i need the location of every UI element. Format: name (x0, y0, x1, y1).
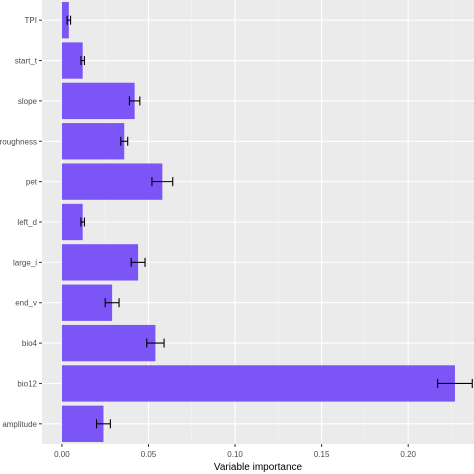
bar-bio12 (61, 365, 455, 402)
y-tick-label: slope (18, 97, 38, 106)
y-tick-label: amplitude (2, 420, 37, 429)
bar-slope (61, 82, 135, 120)
y-tick-label: end_v (15, 299, 37, 308)
error-bar-amplitude (95, 419, 111, 429)
bar-large_i (61, 244, 139, 281)
x-axis: 0.00 0.05 0.10 0.15 0.20 (54, 444, 417, 459)
y-tick-label: roughness (0, 137, 37, 146)
x-tick-label: 0.10 (227, 450, 243, 459)
y-tick-label: large_i (13, 258, 37, 267)
y-tick-label: TPI (25, 16, 37, 25)
error-bar-TPI (66, 15, 72, 25)
x-axis-title: Variable importance (214, 462, 303, 473)
error-bar-slope (128, 96, 141, 106)
error-bar-left_d (80, 217, 85, 227)
error-bar-end_v (104, 298, 120, 308)
bars (61, 2, 455, 442)
y-tick-label: bio4 (22, 339, 38, 348)
bar-pet (61, 163, 163, 200)
x-tick-label: 0.15 (314, 450, 330, 459)
bar-left_d (61, 203, 83, 241)
error-bar-pet (151, 177, 174, 187)
error-bars (66, 15, 473, 429)
error-bar-bio12 (437, 378, 473, 388)
error-bar-roughness (120, 136, 129, 146)
y-tick-label: start_t (15, 57, 38, 66)
y-tick-label: left_d (17, 218, 37, 227)
x-tick-label: 0.00 (54, 450, 70, 459)
y-tick-label: pet (26, 178, 38, 187)
bar-bio4 (61, 324, 156, 362)
error-bar-start_t (80, 56, 85, 66)
error-bar-bio4 (146, 338, 165, 348)
x-tick-label: 0.05 (141, 450, 157, 459)
bar-roughness (61, 123, 125, 160)
error-bar-large_i (130, 257, 146, 267)
bar-TPI (61, 2, 69, 39)
bar-start_t (61, 42, 83, 79)
bar-end_v (61, 284, 113, 321)
x-tick-label: 0.20 (400, 450, 416, 459)
y-tick-label: bio12 (17, 379, 37, 388)
